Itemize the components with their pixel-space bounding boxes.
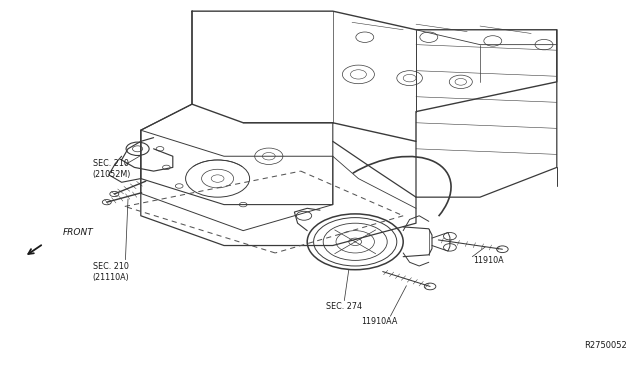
Text: FRONT: FRONT (63, 228, 93, 237)
Text: SEC. 210
(21110A): SEC. 210 (21110A) (93, 262, 129, 282)
Text: 11910AA: 11910AA (362, 317, 397, 326)
Circle shape (497, 246, 508, 253)
Circle shape (126, 142, 149, 155)
Text: R2750052: R2750052 (584, 341, 627, 350)
Circle shape (307, 214, 403, 270)
Text: SEC. 210
(21052M): SEC. 210 (21052M) (93, 159, 131, 179)
Text: SEC. 274: SEC. 274 (326, 302, 362, 311)
Text: 11910A: 11910A (474, 256, 504, 265)
Circle shape (424, 283, 436, 290)
